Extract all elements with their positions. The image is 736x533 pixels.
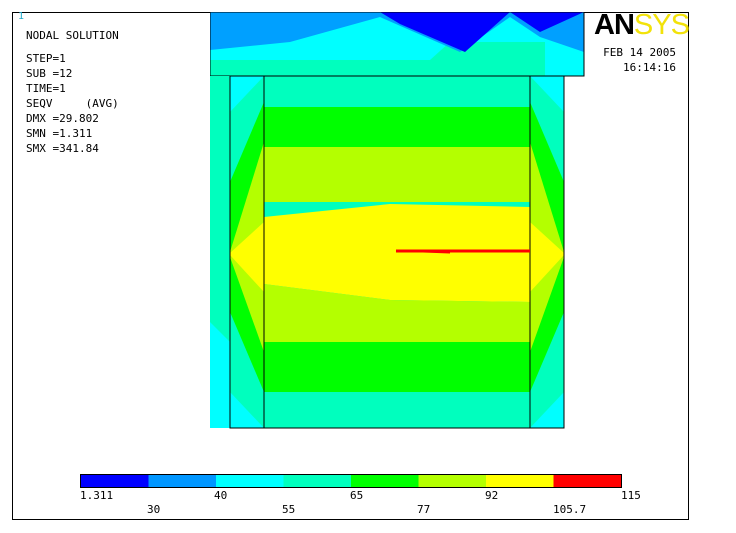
ansys-logo: ANSYS [594, 9, 690, 41]
legend-label-3: 40 [214, 489, 228, 502]
date-text: FEB 14 2005 [603, 46, 676, 59]
legend-swatch [148, 475, 216, 487]
result-type-text: SEQV (AVG) [26, 97, 119, 110]
step-text: STEP=1 [26, 52, 66, 65]
smn-text: SMN =1.311 [26, 127, 93, 140]
legend-label-6: 77 [417, 503, 431, 516]
substep-text: SUB =12 [26, 67, 73, 80]
time-text: TIME=1 [26, 82, 66, 95]
contour-plot[interactable] [210, 12, 586, 430]
legend-label-8: 105.7 [553, 503, 587, 516]
smx-text: SMX =341.84 [26, 142, 99, 155]
window-number: 1 [18, 11, 25, 22]
result-title: NODAL SOLUTION [26, 29, 119, 42]
legend-label-9: 115 [621, 489, 641, 502]
legend-label-5: 65 [350, 489, 364, 502]
legend-label-1: 1.311 [80, 489, 114, 502]
legend-label-7: 92 [485, 489, 499, 502]
color-legend-bar [80, 474, 622, 488]
time-stamp-text: 16:14:16 [623, 61, 676, 74]
legend-swatch [81, 475, 149, 487]
legend-swatch [418, 475, 486, 487]
legend-label-2: 30 [147, 503, 161, 516]
legend-swatch [553, 475, 621, 487]
dmx-text: DMX =29.802 [26, 112, 99, 125]
legend-swatch [283, 475, 351, 487]
legend-swatch [351, 475, 419, 487]
legend-swatch [486, 475, 554, 487]
legend-label-4: 55 [282, 503, 296, 516]
legend-swatch [216, 475, 284, 487]
